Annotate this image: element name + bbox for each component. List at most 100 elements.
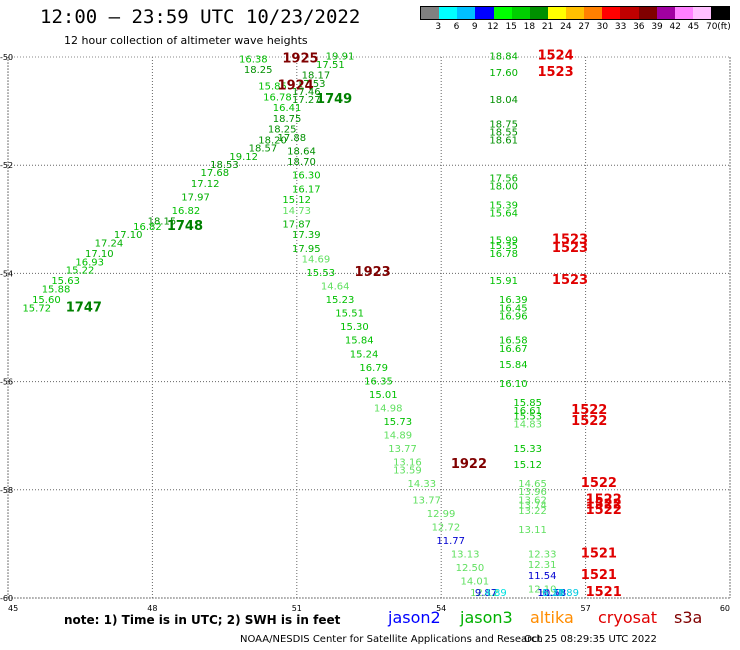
wave-height-value: 14.64	[321, 282, 350, 293]
wave-height-value: 15.85	[258, 81, 287, 92]
pass-time-label: 1522	[586, 503, 622, 518]
wave-height-value: 17.24	[95, 238, 124, 249]
wave-height-value: 13.11	[518, 525, 547, 536]
color-swatch	[656, 7, 675, 19]
pass-time-label: 1523	[537, 65, 573, 80]
wave-height-value: 18.04	[489, 95, 518, 106]
wave-height-value: 13.62	[518, 495, 547, 506]
wave-height-value: 16.17	[292, 184, 321, 195]
wave-height-value: 15.99	[489, 236, 518, 247]
y-tick-label: -52	[0, 161, 13, 170]
x-tick-label: 45	[8, 604, 18, 613]
wave-height-value: 18.75	[489, 119, 518, 130]
wave-height-value: 14.73	[282, 206, 311, 217]
wave-height-value: 14.33	[408, 479, 437, 490]
wave-height-value: 15.12	[513, 460, 542, 471]
color-swatch	[602, 7, 621, 19]
wave-height-value: 12.99	[427, 509, 456, 520]
pass-time-label: 1925	[282, 51, 318, 66]
wave-height-value: 15.33	[513, 444, 542, 455]
pass-time-label: 1522	[586, 498, 622, 513]
wave-height-value: 16.30	[292, 171, 321, 182]
wave-height-value: 17.68	[201, 168, 230, 179]
wave-height-value: 12.31	[528, 560, 557, 571]
color-scale-label: 36	[633, 22, 645, 32]
pass-time-label: 1922	[451, 457, 487, 472]
wave-height-value: 13.77	[388, 444, 417, 455]
wave-height-value: 11.18	[537, 588, 566, 599]
color-scale-label: 6	[453, 22, 460, 32]
wave-height-value: 15.84	[345, 336, 374, 347]
wave-height-value: 12.72	[432, 522, 461, 533]
wave-height-value: 12.10	[528, 585, 557, 596]
color-scale-bar	[420, 6, 730, 20]
wave-height-value: 17.12	[191, 179, 220, 190]
wave-height-value: 16.45	[499, 303, 528, 314]
wave-height-value: 15.23	[326, 295, 355, 306]
legend-jason2: jason2	[388, 608, 441, 627]
wave-height-value: 17.10	[85, 249, 114, 260]
wave-height-value: 14.65	[518, 479, 547, 490]
wave-height-value: 16.82	[172, 206, 201, 217]
wave-height-value: 17.39	[292, 230, 321, 241]
map-grid	[7, 56, 731, 599]
footnote: note: 1) Time is in UTC; 2) SWH is in fe…	[64, 613, 341, 627]
wave-height-value: 11.77	[436, 536, 465, 547]
wave-height-value: 5.20	[542, 588, 564, 599]
pass-time-label: 1524	[537, 49, 573, 64]
wave-height-value: 17.27	[292, 95, 321, 106]
wave-height-value: 18.25	[244, 65, 273, 76]
y-tick-label: -56	[0, 378, 13, 387]
wave-height-value: 15.53	[306, 268, 335, 279]
wave-height-value: 15.91	[489, 276, 518, 287]
color-scale-label: 33	[614, 22, 627, 32]
color-scale-label: 70	[706, 22, 718, 32]
wave-height-value: 3.89	[557, 588, 579, 599]
legend-jason3: jason3	[460, 608, 513, 627]
color-swatch	[421, 7, 440, 19]
page-title: 12:00 — 23:59 UTC 10/23/2022	[40, 6, 361, 28]
wave-height-value: 13.77	[412, 495, 441, 506]
wave-height-value: 18.00	[489, 182, 518, 193]
color-swatch	[638, 7, 657, 19]
wave-height-value: 16.78	[489, 249, 518, 260]
wave-height-value: 16.38	[239, 54, 268, 65]
color-swatch	[439, 7, 458, 19]
wave-height-value: 16.82	[133, 222, 162, 233]
wave-height-value: 16.41	[273, 103, 302, 114]
x-tick-label: 54	[436, 604, 446, 613]
wave-height-value: 14.89	[383, 430, 412, 441]
x-tick-label: 60	[720, 604, 730, 613]
wave-height-value: 13.22	[518, 506, 547, 517]
color-swatch	[674, 7, 693, 19]
y-tick-label: -50	[0, 53, 13, 62]
wave-height-value: 15.35	[489, 241, 518, 252]
wave-height-value: 14.98	[374, 403, 403, 414]
wave-height-value: 16.35	[364, 376, 393, 387]
legend-altika: altika	[530, 608, 574, 627]
wave-height-value: 14.83	[513, 420, 542, 431]
wave-height-value: 16.96	[499, 311, 528, 322]
wave-height-value: 17.97	[181, 192, 210, 203]
wave-height-value: 15.84	[499, 360, 528, 371]
color-swatch	[566, 7, 585, 19]
wave-height-value: 17.46	[292, 87, 321, 98]
wave-height-value: 18.75	[273, 114, 302, 125]
pass-time-label: 1923	[355, 265, 391, 280]
pass-time-label: 1523	[552, 241, 588, 256]
legend-cryosat: cryosat	[598, 608, 658, 627]
color-scale-label: (ft)	[717, 22, 731, 32]
wave-height-value: 16.79	[359, 363, 388, 374]
wave-height-value: 15.73	[383, 417, 412, 428]
wave-height-value: 18.70	[287, 157, 316, 168]
wave-height-value: 19.91	[326, 52, 355, 63]
axis-ticks: 45 48 51 54 57 60 -50 -52 -54 -56 -58 -60	[0, 53, 730, 613]
y-tick-label: -54	[0, 269, 13, 278]
wave-height-value: 15.53	[513, 411, 542, 422]
pass-time-label: 1749	[316, 92, 352, 107]
wave-height-value: 17.60	[489, 68, 518, 79]
wave-height-value: 16.67	[499, 344, 528, 355]
color-scale-label: 42	[669, 22, 682, 32]
wave-height-value: 17.53	[297, 79, 326, 90]
